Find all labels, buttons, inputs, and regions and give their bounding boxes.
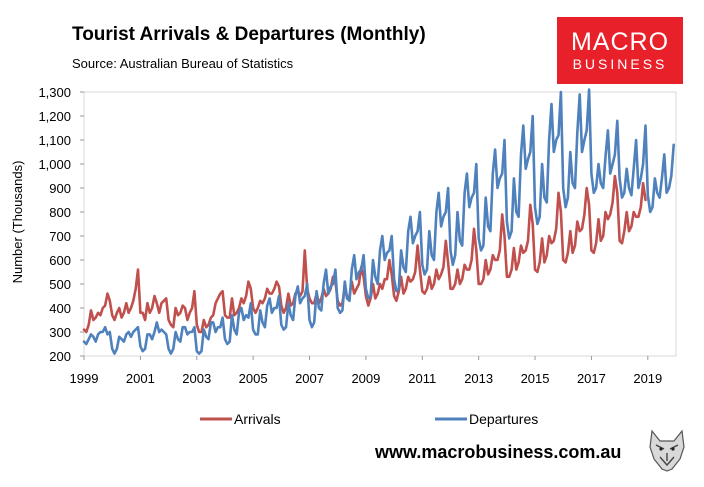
wolf-icon: [646, 427, 688, 473]
y-tick-label: 300: [49, 325, 71, 340]
y-tick-label: 1,000: [38, 157, 71, 172]
y-tick-label: 1,300: [38, 85, 71, 100]
series-line-arrivals: [82, 174, 647, 334]
x-tick-label: 2013: [464, 371, 493, 386]
y-tick-label: 600: [49, 253, 71, 268]
series-line-departures: [82, 88, 676, 355]
legend: Arrivals Departures: [200, 411, 538, 427]
y-axis: 200 300 400 500 600 700 800 900 1,000 1,100 1,200 1…: [38, 85, 84, 364]
y-tick-label: 700: [49, 229, 71, 244]
y-tick-label: 400: [49, 301, 71, 316]
website-url: www.macrobusiness.com.au: [375, 442, 622, 462]
chart-source: Source: Australian Bureau of Statistics: [72, 56, 294, 71]
y-axis-label: Number (Thousands): [10, 161, 25, 284]
x-tick-label: 2011: [408, 371, 436, 386]
x-tick-label: 2017: [577, 371, 606, 386]
x-tick-label: 1999: [70, 371, 99, 386]
y-tick-label: 800: [49, 205, 71, 220]
logo-line-2: BUSINESS: [572, 56, 668, 72]
x-tick-label: 2019: [633, 371, 662, 386]
y-tick-label: 900: [49, 181, 71, 196]
plot-frame: [83, 91, 677, 357]
macrobusiness-logo: MACRO BUSINESS: [557, 17, 683, 84]
legend-label-arrivals: Arrivals: [234, 411, 281, 427]
plot-area: [82, 88, 677, 357]
y-tick-label: 500: [49, 277, 71, 292]
chart-title: Tourist Arrivals & Departures (Monthly): [72, 24, 426, 45]
x-tick-label: 2005: [239, 371, 268, 386]
x-tick-label: 2009: [351, 371, 380, 386]
legend-label-departures: Departures: [469, 411, 538, 427]
y-tick-label: 1,100: [38, 133, 71, 148]
x-tick-label: 2007: [295, 371, 324, 386]
y-tick-label: 200: [49, 349, 71, 364]
x-tick-label: 2003: [182, 371, 211, 386]
logo-line-1: MACRO: [570, 28, 670, 56]
x-axis: 1999 2001 2003 2005 2007 2009 2011 2013 2015 2017…: [70, 356, 662, 386]
x-tick-label: 2001: [126, 371, 155, 386]
x-tick-label: 2015: [521, 371, 550, 386]
y-tick-label: 1,200: [38, 109, 71, 124]
